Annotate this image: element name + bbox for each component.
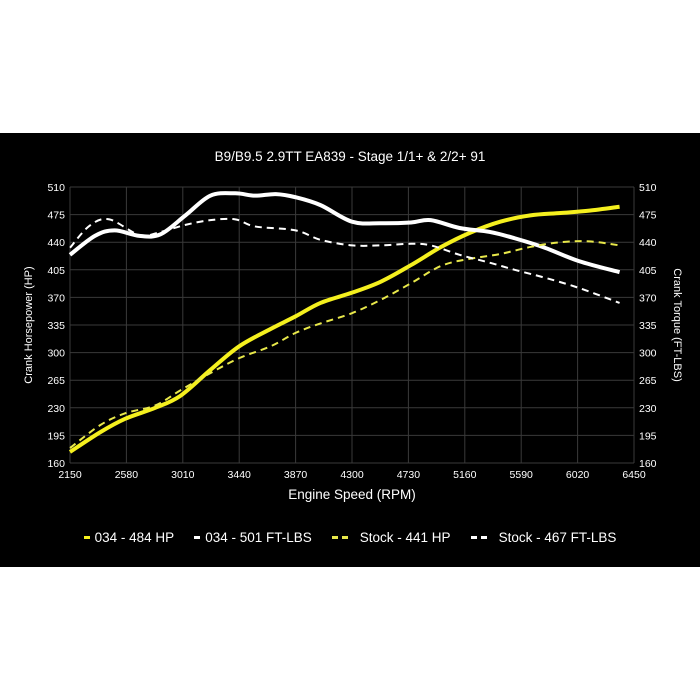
legend-label: Stock - 441 HP [359,530,451,545]
y-tick-label-right: 475 [639,210,657,222]
x-tick-label: 5160 [453,469,477,481]
x-tick-label: 6450 [622,469,646,481]
chart-background [0,133,700,567]
x-tick-label: 2150 [58,469,82,481]
y-tick-label-right: 265 [639,375,657,387]
legend-label: 034 - 484 HP [94,530,175,545]
y-tick-label-right: 335 [639,320,657,332]
y-tick-label-left: 440 [47,237,65,249]
y-tick-label-left: 405 [47,265,65,277]
legend-item-stock-hp: Stock - 441 HP [331,530,451,545]
y-tick-label-right: 370 [639,292,657,304]
dashed-white-line-icon [470,536,487,539]
y-tick-label-left: 230 [47,403,65,415]
series-stock-tq [69,217,620,304]
x-tick-label: 2580 [115,469,139,481]
y-tick-label-right: 160 [639,458,657,470]
legend-label: Stock - 467 FT-LBS [498,530,617,545]
y-tick-label-right: 230 [639,403,657,415]
y-tick-label-left: 195 [47,430,65,442]
y-tick-label-left: 160 [47,458,65,470]
x-tick-label: 4730 [397,469,421,481]
y-tick-label-left: 265 [47,375,65,387]
y-tick-label-left: 370 [47,292,65,304]
y-tick-label-left: 475 [47,210,65,222]
chart-title: B9/B9.5 2.9TT EA839 - Stage 1/1+ & 2/2+ … [214,149,486,164]
legend-item-034-tq: 034 - 501 FT-LBS [194,530,312,545]
y-axis-title-left: Crank Horsepower (HP) [23,266,35,383]
series-034-tq [68,191,621,275]
y-tick-label-left: 510 [47,182,65,194]
legend-label: 034 - 501 FT-LBS [205,530,312,545]
y-tick-label-left: 335 [47,320,65,332]
y-tick-label-right: 195 [639,430,657,442]
x-tick-label: 3010 [171,469,195,481]
dashed-yellow-line-icon [331,536,348,539]
y-tick-label-left: 300 [47,348,65,360]
legend-item-034-hp: 034 - 484 HP [83,530,175,545]
x-tick-label: 6020 [566,469,590,481]
x-tick-label: 3440 [228,469,252,481]
x-tick-label: 5590 [510,469,534,481]
y-tick-label-right: 300 [639,348,657,360]
series-034-hp [68,204,620,454]
x-tick-label: 4300 [340,469,364,481]
y-tick-label-right: 510 [639,182,657,194]
y-tick-label-right: 405 [639,265,657,277]
y-tick-label-right: 440 [639,237,657,249]
solid-white-line-icon [194,536,201,539]
x-tick-label: 3870 [284,469,308,481]
y-axis-title-right: Crank Torque (FT-LBS) [671,268,683,382]
chart-legend: 034 - 484 HP 034 - 501 FT-LBS Stock - 44… [0,530,700,545]
x-axis-title: Engine Speed (RPM) [288,487,416,502]
legend-item-stock-tq: Stock - 467 FT-LBS [470,530,617,545]
series-stock-hp [69,240,620,449]
solid-yellow-line-icon [83,536,90,539]
